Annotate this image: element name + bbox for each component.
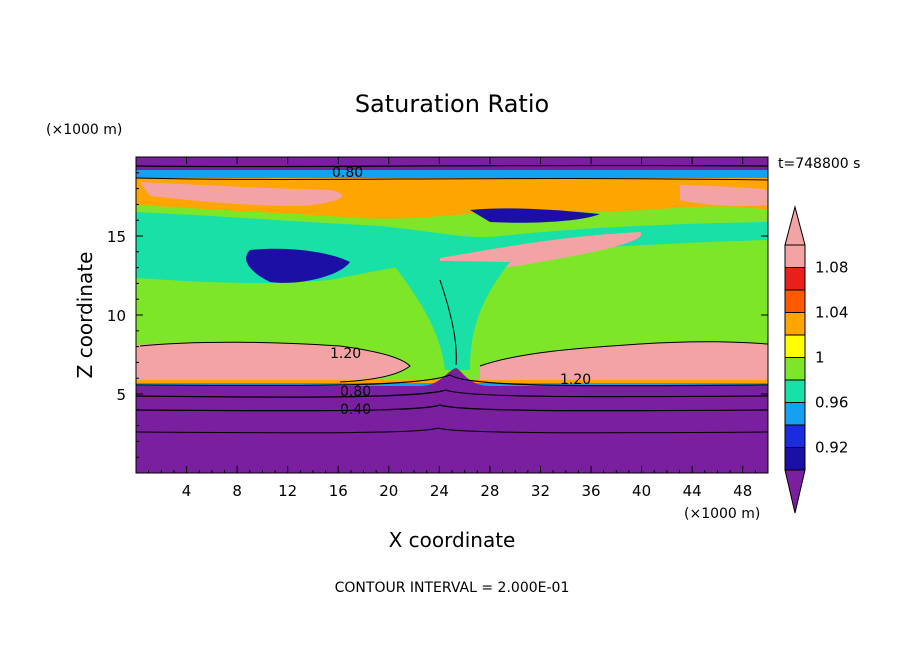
contour-upper-2 <box>136 177 768 181</box>
x-tick-label: 48 <box>733 482 752 500</box>
x-tick-label: 44 <box>683 482 702 500</box>
x-tick-label: 32 <box>531 482 550 500</box>
colorbar-segment <box>784 357 806 381</box>
contour-upper <box>136 164 768 168</box>
colorbar-segment <box>784 334 806 358</box>
region-dry-pocket2 <box>470 208 600 223</box>
contour-lower-2 <box>136 389 768 398</box>
colorbar-segment <box>784 402 806 426</box>
colorbar: 0.92 0.96 1 1.04 1.08 <box>784 205 848 514</box>
contour-label: 1.20 <box>330 346 361 362</box>
x-tick-label: 40 <box>632 482 651 500</box>
x-unit-label: (×1000 m) <box>684 506 760 522</box>
y-axis: 5 10 15 <box>107 172 768 458</box>
y-tick-label: 10 <box>107 307 126 325</box>
colorbar-segment <box>784 244 806 268</box>
colorbar-segment <box>784 424 806 448</box>
chart-title: Saturation Ratio <box>355 90 549 118</box>
region-lower-dry <box>136 368 768 473</box>
region-upper-super2 <box>680 185 768 207</box>
contour-band-right <box>479 341 768 367</box>
region-upper-super <box>140 182 343 206</box>
colorbar-segment <box>784 379 806 403</box>
region-lower-super-left <box>136 342 410 382</box>
y-tick-label: 5 <box>116 386 126 404</box>
colorbar-segment <box>784 312 806 336</box>
x-axis-label: X coordinate <box>389 528 516 552</box>
colorbar-label: 1.08 <box>815 259 848 277</box>
colorbar-segment <box>784 447 806 471</box>
y-tick-label: 15 <box>107 228 126 246</box>
region-upper-cyan <box>136 170 768 178</box>
contour-label: 0.40 <box>340 402 371 418</box>
contour-column <box>439 279 457 366</box>
contour-lower-3 <box>136 404 768 412</box>
contour-interval-note: CONTOUR INTERVAL = 2.000E-01 <box>335 580 570 596</box>
colorbar-segment <box>784 289 806 313</box>
colorbar-label: 1.04 <box>815 304 848 322</box>
contour-band-left <box>139 341 411 383</box>
x-tick-label: 4 <box>182 482 192 500</box>
x-tick-label: 20 <box>379 482 398 500</box>
colorbar-label: 1 <box>815 349 825 367</box>
x-tick-label: 28 <box>480 482 499 500</box>
contour-label: 1.20 <box>560 372 591 388</box>
region-moist-streak <box>440 232 642 270</box>
y-unit-label: (×1000 m) <box>46 122 122 138</box>
x-tick-label: 12 <box>278 482 297 500</box>
region-dry-pocket <box>246 248 350 283</box>
time-label: t=748800 s <box>778 156 860 172</box>
x-axis: 4 8 12 16 20 24 28 32 36 40 44 48 <box>148 157 756 500</box>
x-tick-label: 16 <box>329 482 348 500</box>
contour-label: 0.80 <box>340 384 371 400</box>
contour-lower-1 <box>136 374 768 387</box>
x-tick-label: 24 <box>430 482 449 500</box>
colorbar-label: 0.92 <box>815 439 848 457</box>
x-tick-label: 36 <box>581 482 600 500</box>
contour-label: 0.80 <box>332 165 363 181</box>
plot-area <box>136 157 768 473</box>
region-upper-dry <box>136 157 768 171</box>
x-tick-label: 8 <box>232 482 242 500</box>
contour-labels: 0.80 1.20 0.80 0.40 1.20 <box>330 165 591 418</box>
region-upper-moist <box>136 178 768 219</box>
colorbar-segment <box>784 267 806 291</box>
y-axis-label: Z coordinate <box>73 252 97 379</box>
contour-lower-4 <box>136 427 768 434</box>
colorbar-label: 0.96 <box>815 394 848 412</box>
colorbar-under-triangle <box>784 469 806 514</box>
colorbar-over-triangle <box>784 205 806 246</box>
